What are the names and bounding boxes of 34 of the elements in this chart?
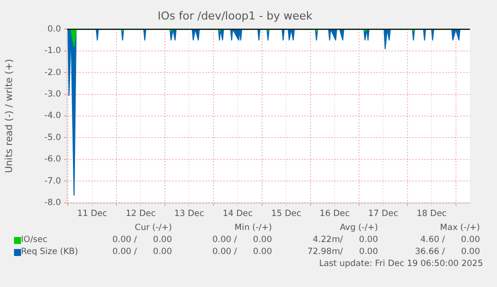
chart-title: IOs for /dev/loop1 - by week <box>158 9 314 22</box>
x-tick-label: 12 Dec <box>126 209 156 220</box>
legend-label: IO/sec <box>21 235 48 245</box>
text: Cur (-/+) <box>134 223 172 233</box>
text: Avg (-/+) <box>340 223 378 233</box>
text: 0.00 / 0.00 <box>112 235 172 245</box>
legend-label: Req Size (KB) <box>21 247 78 257</box>
text: 4.60 / 0.00 <box>420 235 480 245</box>
x-tick-label: 18 Dec <box>416 209 447 220</box>
y-tick-label: -4.0 <box>44 111 61 122</box>
y-tick-label: -7.0 <box>44 176 61 186</box>
text: 4.22m/ 0.00 <box>312 235 378 245</box>
text: Last update: Fri Dec 19 06:50:00 2025 <box>319 259 483 269</box>
x-tick-label: 16 Dec <box>320 209 350 220</box>
text: Min (-/+) <box>234 223 272 233</box>
text: 36.66 / 0.00 <box>414 247 480 257</box>
text: 0.00 / 0.00 <box>212 235 272 245</box>
y-tick-label: -3.0 <box>44 90 61 100</box>
text: 0.00 / 0.00 <box>212 247 272 257</box>
y-tick-label: 0.0 <box>47 24 61 34</box>
y-tick-label: -1.0 <box>44 46 61 56</box>
x-tick-label: 13 Dec <box>174 209 205 220</box>
y-axis-title: Units read (-) / write (+) <box>4 58 16 174</box>
x-tick-label: 15 Dec <box>271 209 302 220</box>
x-tick-label: 11 Dec <box>77 209 108 220</box>
text: 0.00 / 0.00 <box>112 247 172 257</box>
y-tick-label: -2.0 <box>44 68 61 78</box>
text: Max (-/+) <box>440 223 480 233</box>
x-tick-label: 17 Dec <box>368 209 398 220</box>
y-tick-label: -8.0 <box>44 198 61 208</box>
x-tick-label: 14 Dec <box>222 209 253 220</box>
y-tick-label: -5.0 <box>44 132 61 143</box>
y-tick-label: -6.0 <box>44 154 61 165</box>
text: 72.98m/ 0.00 <box>307 247 378 257</box>
